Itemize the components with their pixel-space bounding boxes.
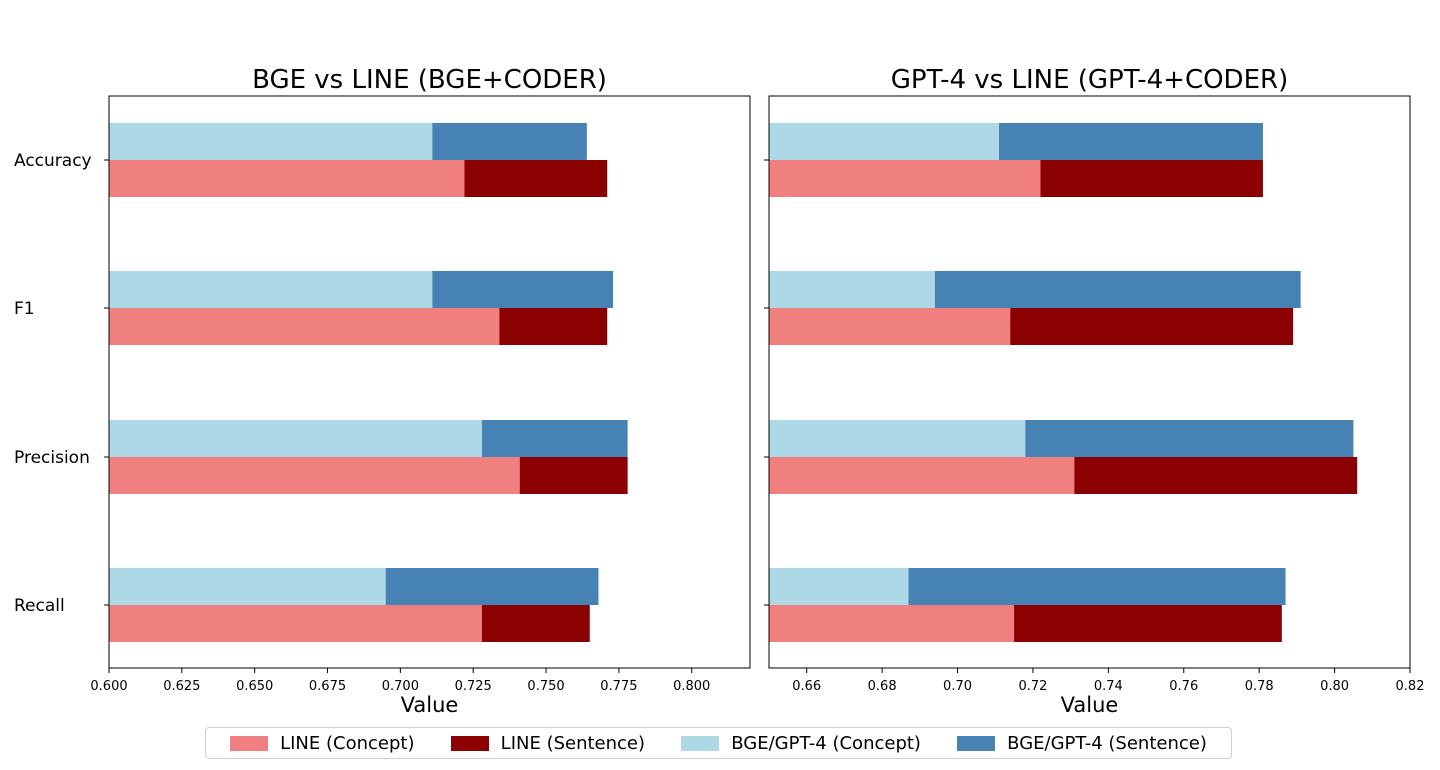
x-tick-label: 0.76 bbox=[1169, 679, 1198, 694]
x-tick-label: 0.725 bbox=[455, 679, 492, 694]
x-tick-label: 0.74 bbox=[1094, 679, 1123, 694]
category-label-f1: F1 bbox=[14, 299, 35, 319]
plot-frame bbox=[108, 95, 751, 669]
x-tick-label: 0.80 bbox=[1320, 679, 1349, 694]
legend: LINE (Concept) LINE (Sentence) BGE/GPT-4… bbox=[205, 727, 1232, 759]
bar-bge-concept-f1 bbox=[769, 271, 935, 308]
chart-title: BGE vs LINE (BGE+CODER) bbox=[252, 65, 607, 95]
bar-bge-concept-precision bbox=[769, 420, 1026, 457]
legend-swatch-bge-sentence bbox=[957, 735, 996, 751]
bar-line-concept-accuracy bbox=[769, 160, 1041, 197]
bar-line-concept-precision bbox=[109, 457, 520, 494]
x-tick-label: 0.82 bbox=[1396, 679, 1425, 694]
legend-label-bge-concept: BGE/GPT-4 (Concept) bbox=[731, 732, 921, 754]
x-tick-label: 0.66 bbox=[792, 679, 821, 694]
x-tick-label: 0.625 bbox=[163, 679, 200, 694]
legend-label-line-sentence: LINE (Sentence) bbox=[500, 732, 646, 754]
x-tick-label: 0.800 bbox=[673, 679, 710, 694]
bar-line-concept-recall bbox=[769, 605, 1015, 642]
chart-panel-1: BGE vs LINE (BGE+CODER) 0.600 0.625 0.650 0.… bbox=[14, 65, 751, 717]
x-axis-label: Value bbox=[401, 693, 459, 717]
plot-frame bbox=[768, 95, 1411, 669]
legend-label-bge-sentence: BGE/GPT-4 (Sentence) bbox=[1007, 732, 1207, 754]
x-tick-label: 0.78 bbox=[1245, 679, 1274, 694]
x-tick-label: 0.68 bbox=[868, 679, 897, 694]
legend-swatch-line-concept bbox=[230, 735, 269, 751]
bar-bge-concept-accuracy bbox=[769, 123, 1000, 160]
legend-item-line-sentence: LINE (Sentence) bbox=[450, 732, 646, 754]
bar-bge-concept-accuracy bbox=[109, 123, 433, 160]
legend-swatch-line-sentence bbox=[450, 735, 489, 751]
x-tick-label: 0.600 bbox=[90, 679, 127, 694]
x-tick-label: 0.750 bbox=[527, 679, 564, 694]
x-tick-label: 0.70 bbox=[943, 679, 972, 694]
category-label-recall: Recall bbox=[14, 596, 65, 616]
bar-line-concept-f1 bbox=[769, 308, 1011, 345]
bar-line-concept-recall bbox=[109, 605, 482, 642]
category-label-accuracy: Accuracy bbox=[14, 151, 92, 171]
x-tick-label: 0.72 bbox=[1018, 679, 1047, 694]
legend-item-bge-sentence: BGE/GPT-4 (Sentence) bbox=[957, 733, 1207, 754]
x-tick-label: 0.700 bbox=[382, 679, 419, 694]
legend-label-line-concept: LINE (Concept) bbox=[280, 732, 415, 754]
bar-bge-concept-f1 bbox=[109, 271, 433, 308]
bar-line-concept-precision bbox=[769, 457, 1075, 494]
chart-title: GPT-4 vs LINE (GPT-4+CODER) bbox=[891, 65, 1288, 95]
bar-bge-concept-precision bbox=[109, 420, 482, 457]
bar-bge-concept-recall bbox=[769, 568, 909, 605]
bar-bge-concept-recall bbox=[109, 568, 386, 605]
bar-line-concept-accuracy bbox=[109, 160, 465, 197]
x-tick-label: 0.675 bbox=[309, 679, 346, 694]
legend-swatch-bge-concept bbox=[681, 735, 720, 751]
category-label-precision: Precision bbox=[14, 448, 90, 468]
x-tick-label: 0.775 bbox=[600, 679, 637, 694]
x-axis-label: Value bbox=[1061, 693, 1119, 717]
legend-item-line-concept: LINE (Concept) bbox=[230, 733, 414, 754]
chart-panel-2: GPT-4 vs LINE (GPT-4+CODER) 0.66 0.68 0.70 0… bbox=[764, 65, 1424, 717]
legend-item-bge-concept: BGE/GPT-4 (Concept) bbox=[681, 733, 921, 754]
x-tick-label: 0.650 bbox=[236, 679, 273, 694]
bar-line-concept-f1 bbox=[109, 308, 500, 345]
